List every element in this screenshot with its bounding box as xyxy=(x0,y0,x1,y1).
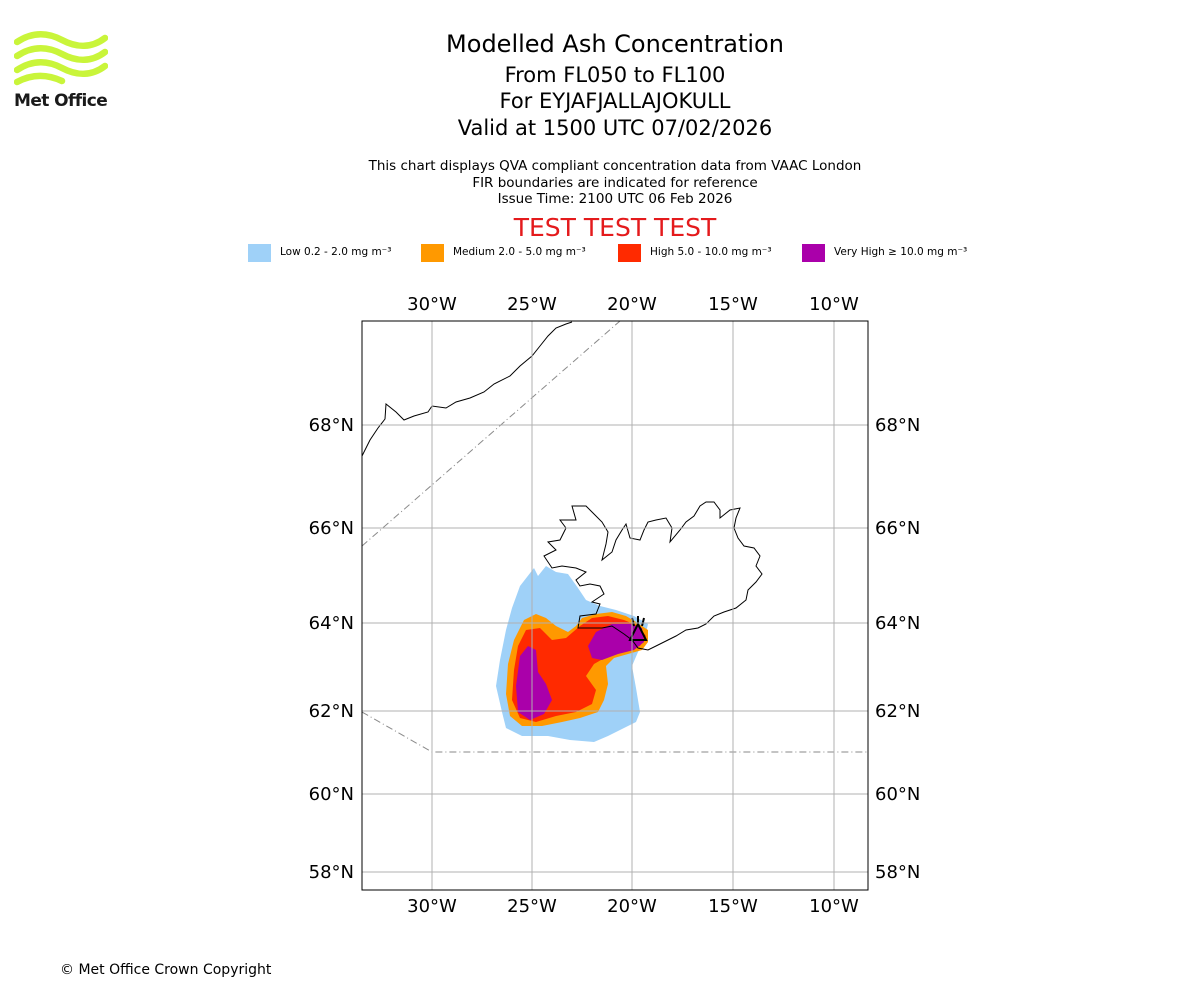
qva-note: This chart displays QVA compliant concen… xyxy=(368,158,862,174)
greenland-coastline xyxy=(362,321,573,457)
lat-tick-left-64n: 64°N xyxy=(309,613,354,634)
lon-tick-top-20w: 20°W xyxy=(607,294,657,315)
lat-tick-right-60n: 60°N xyxy=(875,784,920,805)
lon-tick-top-15w: 15°W xyxy=(708,294,758,315)
lon-tick-bottom-30w: 30°W xyxy=(407,896,457,917)
map-frame xyxy=(361,320,869,891)
map-background xyxy=(362,321,868,890)
chart-title: Modelled Ash Concentration xyxy=(446,30,784,58)
lon-tick-top-25w: 25°W xyxy=(507,294,557,315)
coastlines xyxy=(362,321,763,651)
valid-time-subtitle: Valid at 1500 UTC 07/02/2026 xyxy=(457,116,773,140)
lon-tick-top-10w: 10°W xyxy=(809,294,859,315)
issue-time: Issue Time: 2100 UTC 06 Feb 2026 xyxy=(497,191,733,207)
legend-label-low: Low 0.2 - 2.0 mg m⁻³ xyxy=(280,246,392,258)
legend-swatch-low xyxy=(248,244,271,262)
lon-tick-top-30w: 30°W xyxy=(407,294,457,315)
legend-swatch-very-high xyxy=(802,244,825,262)
lat-tick-right-62n: 62°N xyxy=(875,701,920,722)
lat-tick-right-64n: 64°N xyxy=(875,613,920,634)
graticule xyxy=(362,321,868,890)
lat-tick-left-68n: 68°N xyxy=(309,415,354,436)
lat-tick-right-58n: 58°N xyxy=(875,862,920,883)
logo-text: Met Office xyxy=(14,91,108,111)
lat-tick-left-62n: 62°N xyxy=(309,701,354,722)
lat-tick-left-66n: 66°N xyxy=(309,518,354,539)
logo-waves-icon xyxy=(14,31,108,86)
legend-swatch-high xyxy=(618,244,641,262)
volcano-subtitle: For EYJAFJALLAJOKULL xyxy=(499,89,731,113)
legend-swatch-medium xyxy=(421,244,444,262)
iceland-coastline xyxy=(543,501,763,651)
lat-tick-left-60n: 60°N xyxy=(309,784,354,805)
lon-tick-bottom-20w: 20°W xyxy=(607,896,657,917)
flight-level-subtitle: From FL050 to FL100 xyxy=(504,63,726,87)
lat-tick-right-68n: 68°N xyxy=(875,415,920,436)
lon-tick-bottom-10w: 10°W xyxy=(809,896,859,917)
legend-label-high: High 5.0 - 10.0 mg m⁻³ xyxy=(650,246,772,258)
fir-note: FIR boundaries are indicated for referen… xyxy=(472,175,758,191)
lat-tick-left-58n: 58°N xyxy=(309,862,354,883)
ash-area-very-high xyxy=(588,624,644,660)
ash-area-very-high-south xyxy=(516,646,552,720)
legend-label-very-high: Very High ≥ 10.0 mg m⁻³ xyxy=(834,246,968,258)
test-banner: TEST TEST TEST xyxy=(513,213,717,242)
lon-tick-bottom-15w: 15°W xyxy=(708,896,758,917)
lon-tick-bottom-25w: 25°W xyxy=(507,896,557,917)
legend-label-medium: Medium 2.0 - 5.0 mg m⁻³ xyxy=(453,246,586,258)
lat-tick-right-66n: 66°N xyxy=(875,518,920,539)
copyright-notice: © Met Office Crown Copyright xyxy=(60,962,272,978)
met-office-logo: Met Office xyxy=(14,30,108,114)
volcano-icon xyxy=(628,616,648,641)
